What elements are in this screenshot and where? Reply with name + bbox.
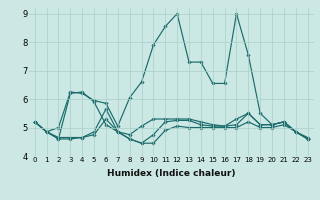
X-axis label: Humidex (Indice chaleur): Humidex (Indice chaleur) [107,169,236,178]
